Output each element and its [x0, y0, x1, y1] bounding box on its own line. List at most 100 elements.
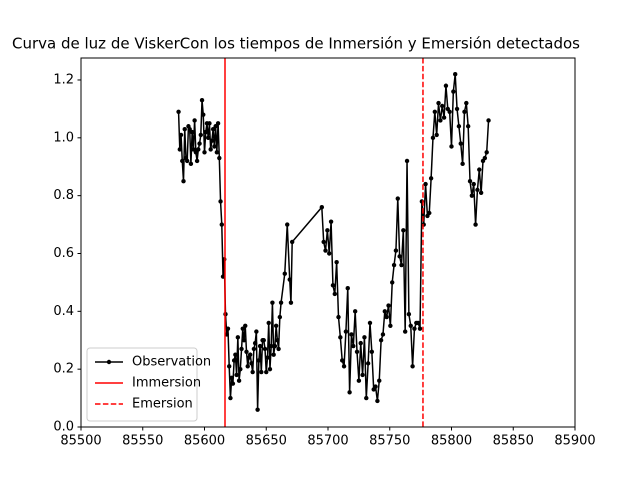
marker: [266, 320, 271, 326]
marker: [325, 228, 330, 233]
marker: [287, 277, 292, 282]
marker: [399, 262, 404, 268]
marker: [198, 132, 203, 138]
marker: [375, 398, 380, 404]
marker: [210, 126, 216, 132]
marker: [182, 126, 187, 132]
marker: [282, 271, 287, 276]
marker: [241, 338, 247, 343]
marker: [218, 199, 223, 204]
marker: [330, 283, 336, 288]
marker: [238, 366, 243, 372]
marker: [401, 228, 406, 233]
marker: [473, 222, 478, 227]
x-tick-label: 85500: [60, 434, 101, 449]
marker: [443, 83, 449, 88]
marker: [351, 343, 356, 349]
marker: [180, 158, 185, 164]
marker: [231, 358, 237, 363]
marker: [188, 161, 194, 167]
marker: [364, 395, 369, 401]
marker: [288, 300, 294, 305]
legend-box: [86, 347, 198, 422]
x-tick-label: 85600: [184, 434, 225, 449]
marker: [191, 147, 196, 152]
x-tick-label: 85850: [493, 434, 534, 449]
marker: [215, 121, 221, 126]
marker: [212, 144, 217, 149]
marker: [412, 326, 417, 331]
marker: [484, 150, 489, 155]
marker: [486, 118, 491, 123]
marker: [233, 352, 238, 357]
marker: [415, 320, 421, 326]
marker: [336, 314, 341, 320]
marker: [239, 346, 244, 352]
legend-label: Emersion: [132, 397, 193, 412]
marker: [482, 155, 488, 161]
marker: [278, 300, 284, 305]
marker: [194, 158, 200, 164]
y-tick-label: 1.0: [53, 130, 74, 145]
marker: [243, 323, 248, 328]
marker: [477, 167, 482, 172]
marker: [464, 100, 469, 106]
marker: [338, 335, 343, 340]
marker: [362, 335, 367, 340]
marker: [185, 158, 190, 164]
legend-marker: [106, 359, 112, 365]
marker: [245, 364, 250, 369]
marker: [229, 375, 234, 381]
marker: [447, 109, 452, 114]
marker: [257, 343, 263, 349]
marker: [177, 147, 182, 152]
marker: [406, 312, 412, 317]
marker: [391, 262, 397, 268]
marker: [251, 346, 257, 352]
legend-label: Immersion: [132, 376, 201, 391]
marker: [460, 161, 465, 167]
marker: [332, 291, 337, 297]
marker: [206, 135, 211, 141]
marker: [192, 118, 197, 123]
marker: [236, 378, 242, 383]
y-tick-label: 0.6: [53, 246, 74, 261]
marker: [250, 369, 255, 375]
marker: [358, 340, 363, 346]
marker: [220, 274, 226, 279]
x-tick-label: 85650: [246, 434, 287, 449]
marker: [465, 124, 471, 129]
marker: [456, 124, 462, 129]
marker: [247, 352, 253, 357]
marker: [181, 178, 186, 184]
marker: [240, 326, 245, 331]
marker: [225, 326, 231, 331]
marker: [467, 178, 473, 184]
marker: [365, 361, 371, 366]
marker: [234, 372, 239, 378]
marker: [199, 98, 205, 103]
marker: [244, 349, 249, 355]
marker: [430, 135, 436, 141]
marker: [323, 248, 328, 253]
marker: [382, 309, 388, 314]
marker: [349, 332, 354, 337]
marker: [319, 205, 325, 210]
x-tick-label: 85900: [554, 434, 595, 449]
marker: [235, 335, 241, 340]
marker: [343, 329, 349, 334]
marker: [453, 71, 458, 77]
marker: [277, 314, 283, 320]
marker: [384, 314, 389, 320]
legend-label: Observation: [132, 355, 211, 370]
marker: [471, 181, 476, 187]
marker: [352, 309, 358, 314]
plot-frame: [80, 57, 576, 428]
marker: [272, 343, 278, 349]
marker: [393, 248, 399, 253]
y-tick-label: 0.4: [53, 304, 74, 319]
marker: [270, 300, 275, 305]
marker: [264, 369, 269, 375]
marker: [214, 150, 220, 155]
marker: [213, 124, 218, 129]
